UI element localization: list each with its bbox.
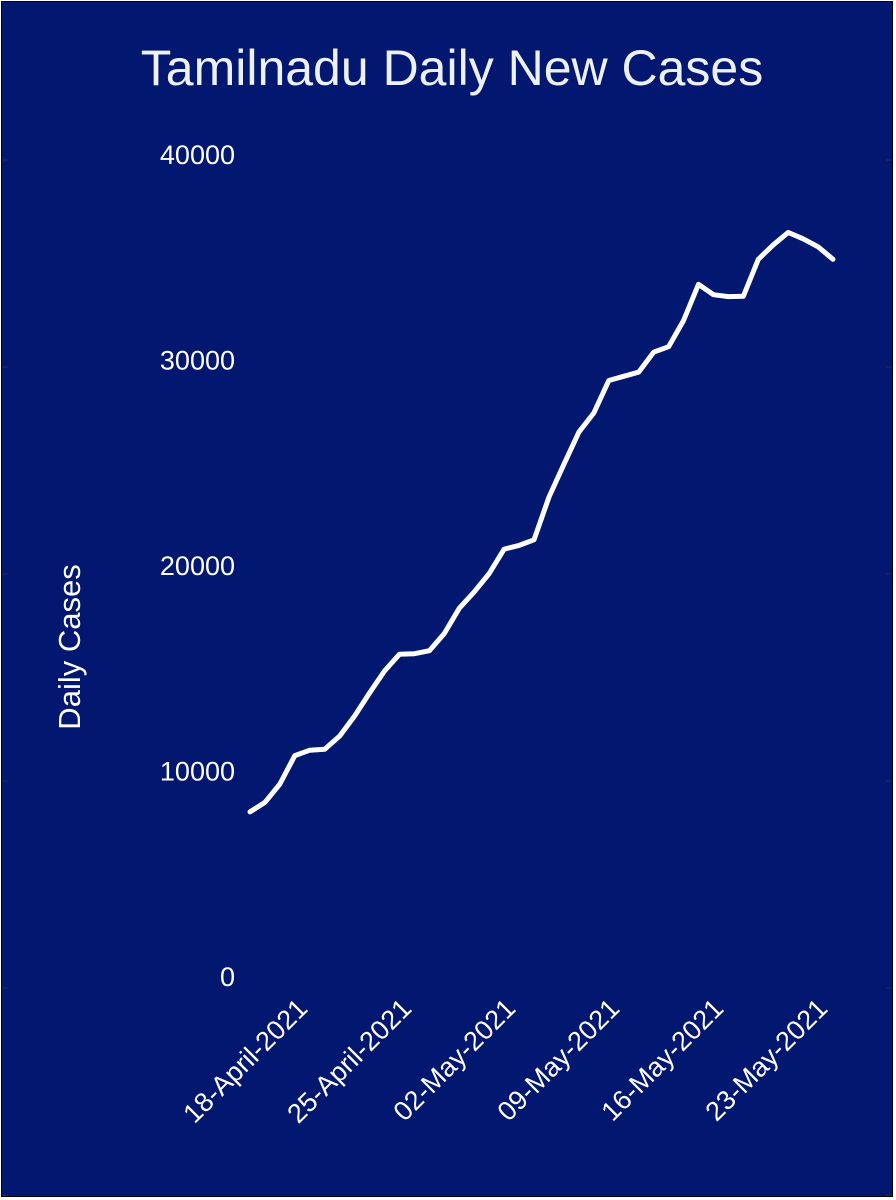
series-line	[247, 229, 836, 815]
y-tick-label: 20000	[160, 551, 235, 581]
edge-ticks	[2, 159, 892, 1196]
chart-title: Tamilnadu Daily New Cases	[141, 40, 763, 96]
y-axis-label: Daily Cases	[52, 564, 87, 729]
y-tick-label: 40000	[160, 140, 235, 170]
y-tick-label: 0	[220, 962, 235, 992]
y-tick-label: 30000	[160, 346, 235, 376]
y-axis-ticks: 0 10000 20000 30000 40000	[160, 140, 235, 992]
y-tick-label: 10000	[160, 757, 235, 787]
